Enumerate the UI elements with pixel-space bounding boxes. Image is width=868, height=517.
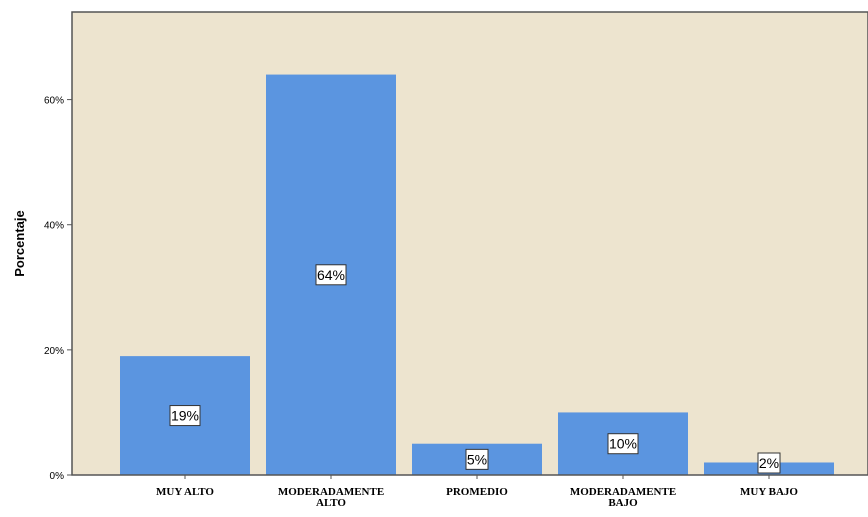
data-label-text: 64% xyxy=(317,267,345,283)
data-label: 19% xyxy=(169,405,201,427)
data-labels: 19% 64% 5% 10% 2% xyxy=(169,264,781,474)
data-label-text: 2% xyxy=(759,455,779,471)
data-label-box xyxy=(169,405,201,427)
y-tick-label: 40% xyxy=(44,221,64,232)
data-label-box xyxy=(607,433,639,455)
data-label-box xyxy=(465,448,489,470)
x-category-label: MUY ALTO xyxy=(156,486,214,498)
data-label: 5% xyxy=(465,448,489,470)
y-tick-label: 60% xyxy=(44,96,64,107)
data-label-text: 19% xyxy=(171,408,199,424)
y-tick-label: 20% xyxy=(44,346,64,357)
y-axis-title: Porcentaje xyxy=(12,210,27,276)
x-category-label: MUY BAJO xyxy=(740,486,798,498)
plot-frame xyxy=(71,11,868,476)
x-category-label: MODERADAMENTE BAJO xyxy=(570,486,676,509)
y-axis-ticks: 0% 20% 40% 60% xyxy=(44,96,72,482)
data-label: 10% xyxy=(607,433,639,455)
data-label-text: 10% xyxy=(609,436,637,452)
y-tick-label: 0% xyxy=(50,471,65,482)
x-category-label: PROMEDIO xyxy=(446,486,508,498)
x-axis-category-labels: MUY ALTO MODERADAMENTE ALTO PROMEDIO MODERAD… xyxy=(156,475,798,509)
data-label-box xyxy=(757,452,781,474)
data-label-text: 5% xyxy=(467,451,487,467)
data-label-box xyxy=(315,264,347,286)
x-category-label: MODERADAMENTE ALTO xyxy=(278,486,384,509)
data-label: 64% xyxy=(315,264,347,286)
data-label: 2% xyxy=(757,452,781,474)
